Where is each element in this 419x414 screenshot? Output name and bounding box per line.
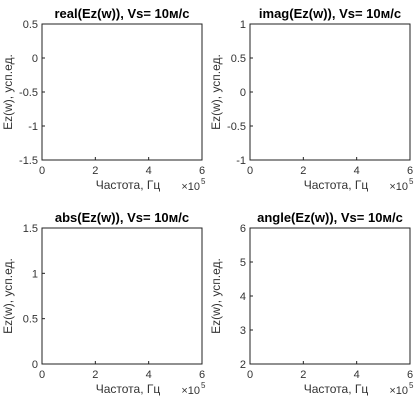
y-tick-label: -1.5 <box>19 155 38 167</box>
chart-title: imag(Ez(w)), Vs= 10м/с <box>259 6 401 21</box>
y-tick-label: 0.5 <box>231 53 246 65</box>
x-tick-label: 0 <box>39 165 45 177</box>
chart-panel-3: 0 2 4 6 0 0.5 1 1.5 abs(Ez(w)), Vs= 10м/с Частота… <box>1 210 206 397</box>
chart-panel-2: 0 2 4 6 -1 -0.5 0 0.5 1 imag(Ez(w)), Vs= 10м/с Час… <box>209 6 414 193</box>
x-tick-label: 6 <box>407 369 413 381</box>
y-axis-label: Ez(w), усп.ед. <box>1 54 15 130</box>
y-axis-label: Ez(w), усп.ед. <box>209 54 223 130</box>
x-tick-label: 2 <box>92 165 98 177</box>
x-multiplier: ×10 <box>389 385 408 397</box>
x-multiplier-exponent: 5 <box>409 381 414 390</box>
y-tick-label: 1 <box>240 19 246 31</box>
x-tick-label: 0 <box>247 369 253 381</box>
x-multiplier-exponent: 5 <box>201 177 206 186</box>
y-tick-label: 1.5 <box>23 223 38 235</box>
x-axis-label: Частота, Гц <box>96 382 161 396</box>
x-tick-label: 4 <box>146 369 152 381</box>
y-tick-label: -0.5 <box>19 87 38 99</box>
x-multiplier: ×10 <box>389 181 408 193</box>
x-tick-label: 6 <box>199 165 205 177</box>
x-multiplier-exponent: 5 <box>201 381 206 390</box>
plot-frame <box>249 227 411 365</box>
x-tick-label: 6 <box>407 165 413 177</box>
x-multiplier-exponent: 5 <box>409 177 414 186</box>
x-tick-label: 2 <box>300 369 306 381</box>
y-tick-label: 0.5 <box>23 19 38 31</box>
y-tick-label: 0.5 <box>23 314 38 326</box>
x-tick-label: 0 <box>247 165 253 177</box>
y-tick-label: -1 <box>28 121 38 133</box>
chart-panel-1: 0 2 4 6 -1.5 -1 -0.5 0 0.5 real(Ez(w)), Vs= 10м/с… <box>1 6 206 193</box>
x-tick-label: 4 <box>354 369 360 381</box>
x-multiplier: ×10 <box>181 385 200 397</box>
x-tick-label: 4 <box>354 165 360 177</box>
plot-frame <box>41 23 203 161</box>
x-tick-label: 4 <box>146 165 152 177</box>
y-axis-label: Ez(w), усп.ед. <box>209 258 223 334</box>
x-tick-label: 6 <box>199 369 205 381</box>
y-tick-label: 2 <box>240 359 246 371</box>
x-tick-label: 0 <box>39 369 45 381</box>
y-tick-label: 5 <box>240 257 246 269</box>
x-tick-label: 2 <box>92 369 98 381</box>
chart-title: angle(Ez(w)), Vs= 10м/с <box>257 210 403 225</box>
plot-frame <box>41 227 203 365</box>
y-tick-label: 4 <box>240 291 246 303</box>
x-axis-label: Частота, Гц <box>304 178 369 192</box>
plot-frame <box>249 23 411 161</box>
y-tick-label: 3 <box>240 325 246 337</box>
x-tick-label: 2 <box>300 165 306 177</box>
x-axis-label: Частота, Гц <box>304 382 369 396</box>
y-axis-label: Ez(w), усп.ед. <box>1 258 15 334</box>
y-tick-label: -0.5 <box>227 121 246 133</box>
y-tick-label: 0 <box>32 53 38 65</box>
y-tick-label: 0 <box>240 87 246 99</box>
y-tick-label: 6 <box>240 223 246 235</box>
y-tick-label: 1 <box>32 268 38 280</box>
y-tick-label: 0 <box>32 359 38 371</box>
chart-title: abs(Ez(w)), Vs= 10м/с <box>55 210 189 225</box>
x-axis-label: Частота, Гц <box>96 178 161 192</box>
x-multiplier: ×10 <box>181 181 200 193</box>
y-tick-label: -1 <box>236 155 246 167</box>
chart-title: real(Ez(w)), Vs= 10м/с <box>55 6 190 21</box>
